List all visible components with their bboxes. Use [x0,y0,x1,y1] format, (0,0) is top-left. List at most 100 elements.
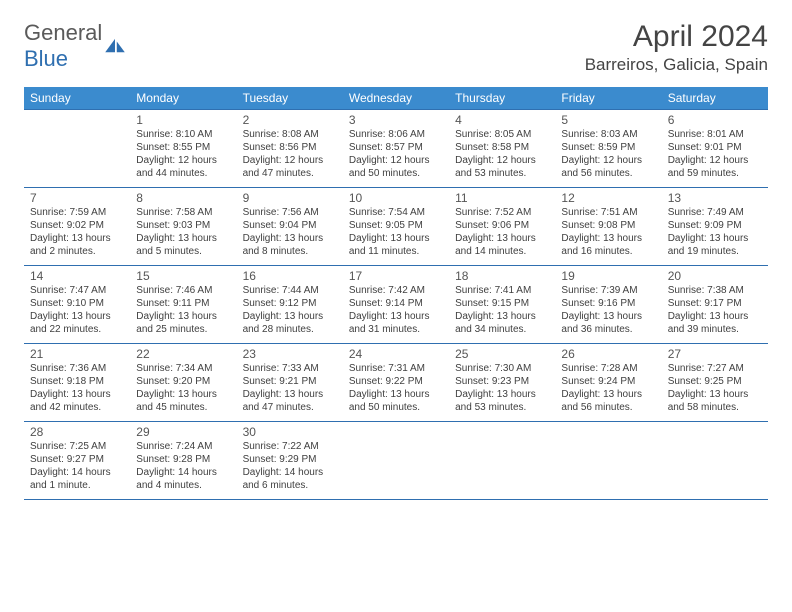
day-header-cell: Thursday [449,87,555,110]
day-cell: 15Sunrise: 7:46 AMSunset: 9:11 PMDayligh… [130,266,236,344]
daylight-text: Daylight: 12 hours [136,155,230,168]
day-cell: 28Sunrise: 7:25 AMSunset: 9:27 PMDayligh… [24,422,130,500]
location: Barreiros, Galicia, Spain [585,55,768,75]
sunset-text: Sunset: 9:23 PM [455,376,549,389]
daylight-text: Daylight: 14 hours [243,467,337,480]
daylight-text: and 39 minutes. [668,324,762,337]
sunrise-text: Sunrise: 7:27 AM [668,363,762,376]
daylight-text: Daylight: 13 hours [349,233,443,246]
daylight-text: Daylight: 13 hours [136,233,230,246]
sunrise-text: Sunrise: 7:54 AM [349,207,443,220]
day-cell: 13Sunrise: 7:49 AMSunset: 9:09 PMDayligh… [662,188,768,266]
day-number: 26 [561,347,655,362]
day-number: 3 [349,113,443,128]
day-cell: 12Sunrise: 7:51 AMSunset: 9:08 PMDayligh… [555,188,661,266]
sunset-text: Sunset: 9:16 PM [561,298,655,311]
daylight-text: Daylight: 13 hours [243,311,337,324]
daylight-text: and 31 minutes. [349,324,443,337]
sunset-text: Sunset: 9:24 PM [561,376,655,389]
sunrise-text: Sunrise: 7:59 AM [30,207,124,220]
sunset-text: Sunset: 9:05 PM [349,220,443,233]
sunset-text: Sunset: 9:21 PM [243,376,337,389]
sunrise-text: Sunrise: 7:28 AM [561,363,655,376]
daylight-text: and 6 minutes. [243,480,337,493]
day-cell: 10Sunrise: 7:54 AMSunset: 9:05 PMDayligh… [343,188,449,266]
day-number: 15 [136,269,230,284]
daylight-text: and 50 minutes. [349,402,443,415]
daylight-text: and 4 minutes. [136,480,230,493]
daylight-text: Daylight: 13 hours [668,311,762,324]
daylight-text: and 1 minute. [30,480,124,493]
day-number: 1 [136,113,230,128]
daylight-text: and 16 minutes. [561,246,655,259]
daylight-text: and 2 minutes. [30,246,124,259]
day-cell: 1Sunrise: 8:10 AMSunset: 8:55 PMDaylight… [130,110,236,188]
day-header-cell: Monday [130,87,236,110]
daylight-text: Daylight: 13 hours [30,389,124,402]
daylight-text: Daylight: 12 hours [349,155,443,168]
week-row: 7Sunrise: 7:59 AMSunset: 9:02 PMDaylight… [24,188,768,266]
day-cell: 7Sunrise: 7:59 AMSunset: 9:02 PMDaylight… [24,188,130,266]
daylight-text: Daylight: 12 hours [243,155,337,168]
sunset-text: Sunset: 8:56 PM [243,142,337,155]
sunset-text: Sunset: 9:25 PM [668,376,762,389]
day-number: 29 [136,425,230,440]
daylight-text: and 14 minutes. [455,246,549,259]
sunset-text: Sunset: 9:02 PM [30,220,124,233]
sunset-text: Sunset: 9:06 PM [455,220,549,233]
empty-cell [24,110,130,188]
day-number: 8 [136,191,230,206]
daylight-text: and 58 minutes. [668,402,762,415]
day-number: 23 [243,347,337,362]
day-number: 28 [30,425,124,440]
sunset-text: Sunset: 9:18 PM [30,376,124,389]
daylight-text: Daylight: 13 hours [561,233,655,246]
week-row: 21Sunrise: 7:36 AMSunset: 9:18 PMDayligh… [24,344,768,422]
day-cell: 18Sunrise: 7:41 AMSunset: 9:15 PMDayligh… [449,266,555,344]
daylight-text: Daylight: 13 hours [349,311,443,324]
sunrise-text: Sunrise: 7:22 AM [243,441,337,454]
day-number: 21 [30,347,124,362]
day-cell: 8Sunrise: 7:58 AMSunset: 9:03 PMDaylight… [130,188,236,266]
logo-text-blue: Blue [24,46,68,71]
day-number: 6 [668,113,762,128]
calendar-table: SundayMondayTuesdayWednesdayThursdayFrid… [24,87,768,500]
daylight-text: Daylight: 13 hours [136,311,230,324]
sunset-text: Sunset: 9:12 PM [243,298,337,311]
sunset-text: Sunset: 9:27 PM [30,454,124,467]
sunset-text: Sunset: 8:55 PM [136,142,230,155]
daylight-text: Daylight: 14 hours [30,467,124,480]
sunset-text: Sunset: 9:04 PM [243,220,337,233]
daylight-text: and 34 minutes. [455,324,549,337]
daylight-text: and 25 minutes. [136,324,230,337]
day-header-cell: Saturday [662,87,768,110]
sunset-text: Sunset: 9:28 PM [136,454,230,467]
daylight-text: Daylight: 14 hours [136,467,230,480]
day-number: 10 [349,191,443,206]
title-block: April 2024 Barreiros, Galicia, Spain [585,20,768,75]
day-number: 27 [668,347,762,362]
sunrise-text: Sunrise: 7:34 AM [136,363,230,376]
daylight-text: Daylight: 13 hours [561,311,655,324]
daylight-text: and 36 minutes. [561,324,655,337]
sunrise-text: Sunrise: 7:33 AM [243,363,337,376]
empty-cell [343,422,449,500]
daylight-text: and 19 minutes. [668,246,762,259]
daylight-text: Daylight: 13 hours [30,233,124,246]
daylight-text: and 56 minutes. [561,168,655,181]
sunset-text: Sunset: 9:09 PM [668,220,762,233]
day-cell: 20Sunrise: 7:38 AMSunset: 9:17 PMDayligh… [662,266,768,344]
calendar-body: 1Sunrise: 8:10 AMSunset: 8:55 PMDaylight… [24,110,768,500]
day-number: 30 [243,425,337,440]
sunset-text: Sunset: 8:58 PM [455,142,549,155]
week-row: 28Sunrise: 7:25 AMSunset: 9:27 PMDayligh… [24,422,768,500]
sunrise-text: Sunrise: 8:05 AM [455,129,549,142]
daylight-text: and 45 minutes. [136,402,230,415]
daylight-text: Daylight: 13 hours [243,233,337,246]
daylight-text: and 53 minutes. [455,168,549,181]
day-cell: 14Sunrise: 7:47 AMSunset: 9:10 PMDayligh… [24,266,130,344]
daylight-text: and 56 minutes. [561,402,655,415]
empty-cell [449,422,555,500]
day-number: 22 [136,347,230,362]
day-number: 20 [668,269,762,284]
